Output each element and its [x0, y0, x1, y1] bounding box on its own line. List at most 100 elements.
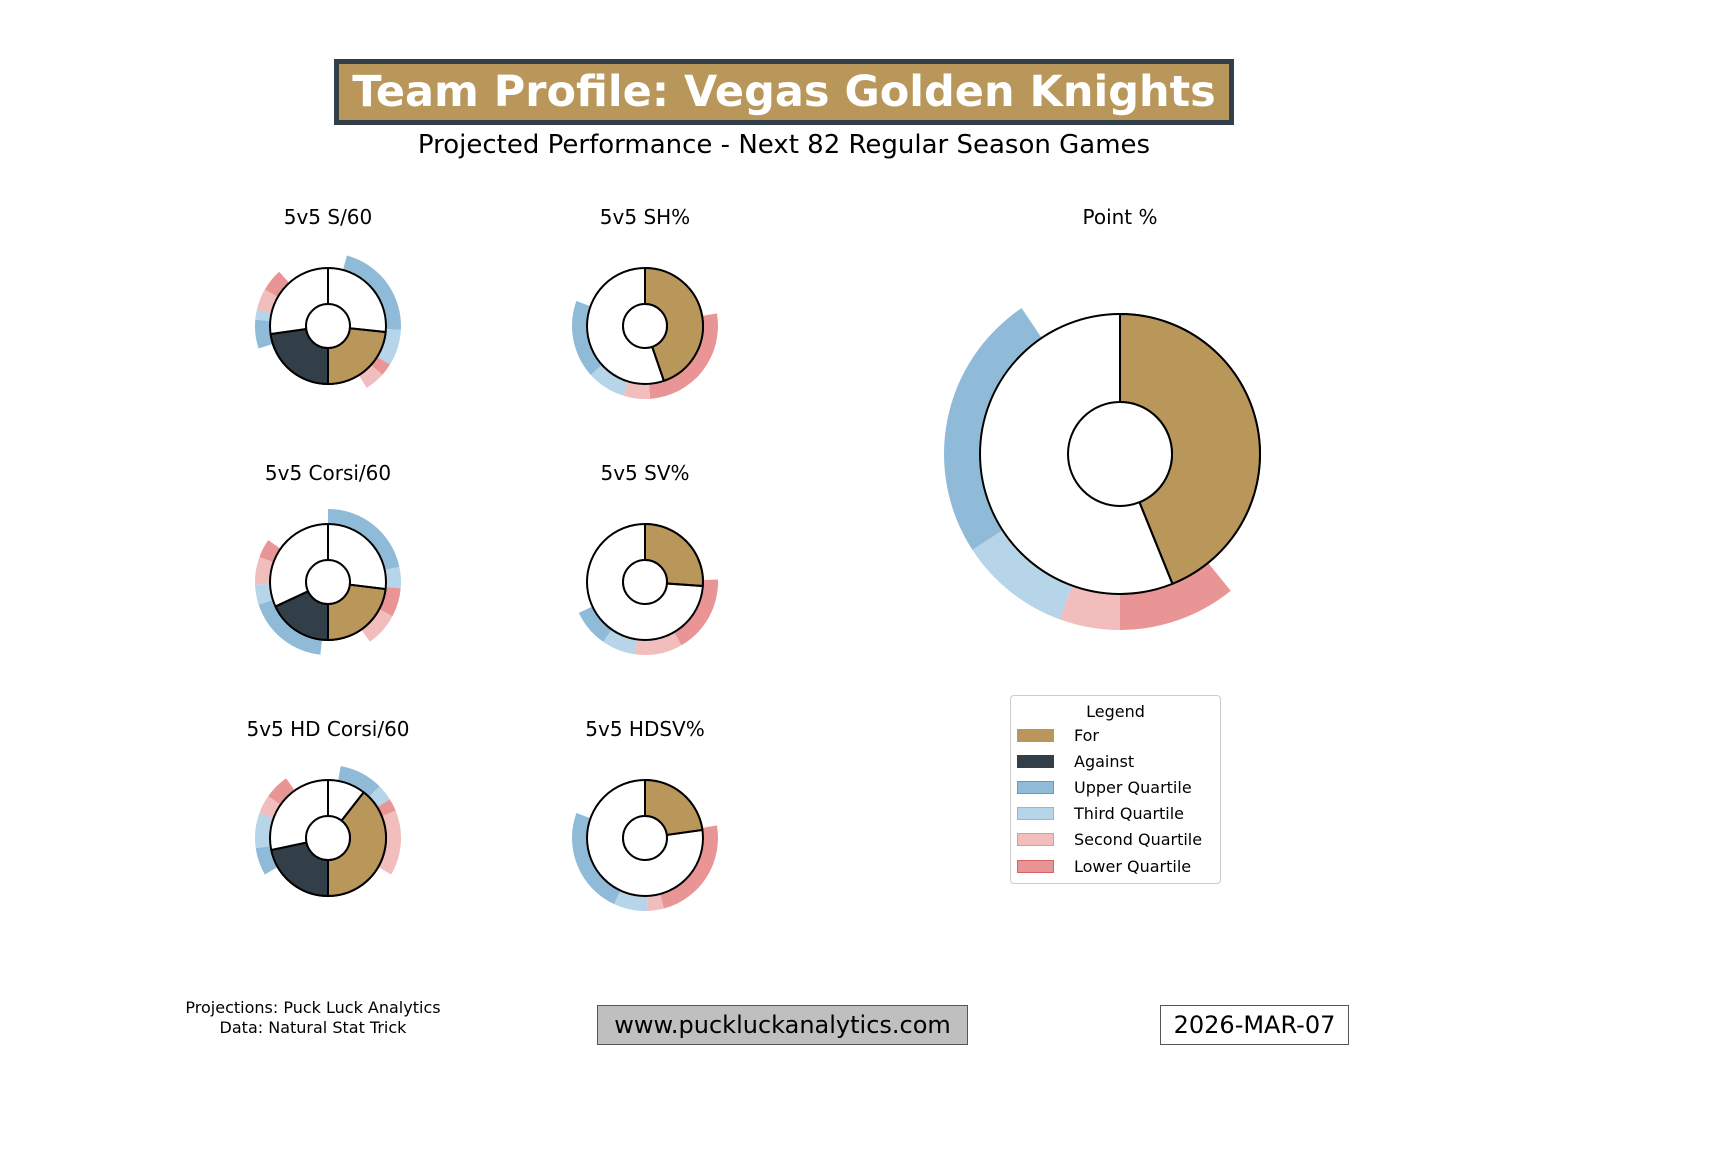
chart-title-hdsv: 5v5 HDSV% [585, 717, 705, 741]
quartile-segment-second [623, 382, 651, 399]
quartile-segment-upper [578, 606, 612, 642]
legend-swatch-second [1017, 833, 1054, 847]
legend-label: Against [1074, 751, 1135, 771]
quartile-segment-third [385, 566, 401, 589]
quartile-segment-upper [258, 600, 322, 655]
quartile-segment-third [972, 530, 1072, 620]
legend-label: Lower Quartile [1074, 856, 1192, 876]
wedge-divider [270, 328, 307, 336]
legend-swatch-lower [1017, 859, 1054, 873]
donut-hole [305, 559, 351, 605]
donut-chart-3 [578, 522, 718, 655]
quartile-segment-lower [371, 357, 390, 375]
date-box: 2026-MAR-07 [1160, 1005, 1349, 1045]
wedge-divider [349, 327, 386, 334]
quartile-segment-second [1059, 586, 1120, 630]
quartile-segment-third [255, 813, 273, 849]
donut-chart-5 [572, 778, 718, 911]
quartile-segment-upper [338, 766, 380, 797]
quartile-segment-lower [649, 313, 718, 399]
legend-swatch-against [1017, 754, 1054, 768]
quartile-segment-upper [255, 846, 277, 875]
quartile-segment-lower [674, 579, 718, 646]
donut-chart-0 [255, 255, 402, 388]
quartile-segment-third [603, 630, 637, 655]
chart-title-point-pct: Point % [1082, 205, 1158, 229]
wedge-divider [666, 582, 703, 588]
wedge-divider [275, 590, 309, 608]
quartile-segment-third [378, 329, 401, 365]
chart-title-hdcorsi: 5v5 HD Corsi/60 [246, 717, 410, 741]
credits-projections: Projections: Puck Luck Analytics [185, 998, 441, 1017]
legend-label: Third Quartile [1074, 804, 1185, 824]
wedge-divider [651, 346, 665, 382]
donut-hole [622, 815, 668, 861]
quartile-segment-lower [264, 271, 289, 297]
chart-title-corsi: 5v5 Corsi/60 [264, 461, 392, 485]
quartile-segment-second [254, 557, 273, 585]
legend: Legend For Against Upper Quartile Third Qua… [1010, 695, 1221, 884]
legend-item-second: Second Quartile [1011, 827, 1220, 853]
chart-title-s60: 5v5 S/60 [283, 205, 373, 229]
legend-item-third: Third Quartile [1011, 801, 1220, 827]
legend-title: Legend [1086, 702, 1145, 721]
quartile-segment-upper [343, 255, 402, 330]
chart-title-sv: 5v5 SV% [600, 461, 690, 485]
legend-item-lower: Lower Quartile [1011, 853, 1220, 879]
quartile-segment-third [614, 891, 648, 911]
donut-hole [622, 559, 668, 605]
website-text: www.puckluckanalytics.com [614, 1011, 951, 1039]
legend-swatch-third [1017, 807, 1054, 821]
quartile-segment-third [255, 584, 272, 605]
legend-item-for: For [1011, 722, 1220, 748]
legend-swatch-for [1017, 728, 1054, 742]
quartile-segment-lower [259, 540, 280, 562]
wedge-divider [349, 583, 386, 591]
quartile-segment-second [359, 365, 383, 388]
quartile-segment-lower [268, 778, 295, 805]
wedge-divider [666, 828, 703, 836]
quartile-segment-second [634, 633, 682, 655]
quartile-segment-upper [572, 813, 621, 905]
chart-title-sh: 5v5 SH% [599, 205, 691, 229]
donut-hole [622, 303, 668, 349]
legend-swatch-upper [1017, 780, 1054, 794]
donut-hole [305, 303, 351, 349]
quartile-segment-second [379, 810, 401, 875]
donut-hole [1067, 401, 1173, 507]
quartile-segment-upper [943, 308, 1042, 550]
legend-item-upper: Upper Quartile [1011, 774, 1220, 800]
quartile-segment-upper [572, 301, 602, 375]
legend-item-against: Against [1011, 748, 1220, 774]
quartile-segment-lower [660, 825, 718, 909]
quartile-segment-second [647, 894, 664, 911]
quartile-segment-second [256, 289, 277, 313]
quartile-segment-second [259, 796, 280, 818]
donut-hole [305, 815, 351, 861]
donut-chart-6 [943, 308, 1261, 630]
quartile-segment-lower [380, 587, 401, 617]
legend-label: Upper Quartile [1074, 777, 1192, 797]
website-box: www.puckluckanalytics.com [597, 1005, 968, 1045]
quartile-segment-third [255, 309, 271, 321]
donut-chart-1 [572, 266, 718, 399]
donut-chart-4 [255, 766, 401, 898]
date-text: 2026-MAR-07 [1173, 1011, 1336, 1039]
credits: Projections: Puck Luck Analytics Data: N… [163, 998, 463, 1038]
title-banner: Team Profile: Vegas Golden Knights [334, 59, 1234, 125]
legend-label: Second Quartile [1074, 830, 1203, 850]
quartile-segment-third [590, 365, 628, 396]
wedge-divider [1138, 501, 1174, 585]
credits-data: Data: Natural Stat Trick [219, 1018, 407, 1037]
quartile-segment-lower [1120, 563, 1231, 630]
donut-chart-2 [254, 509, 401, 655]
wedge-divider [271, 841, 307, 852]
page-title: Team Profile: Vegas Golden Knights [352, 67, 1216, 117]
quartile-segment-second [361, 609, 393, 642]
wedge-divider [340, 791, 365, 822]
legend-label: For [1074, 725, 1099, 745]
quartile-segment-third [369, 786, 390, 807]
quartile-segment-upper [328, 509, 400, 570]
